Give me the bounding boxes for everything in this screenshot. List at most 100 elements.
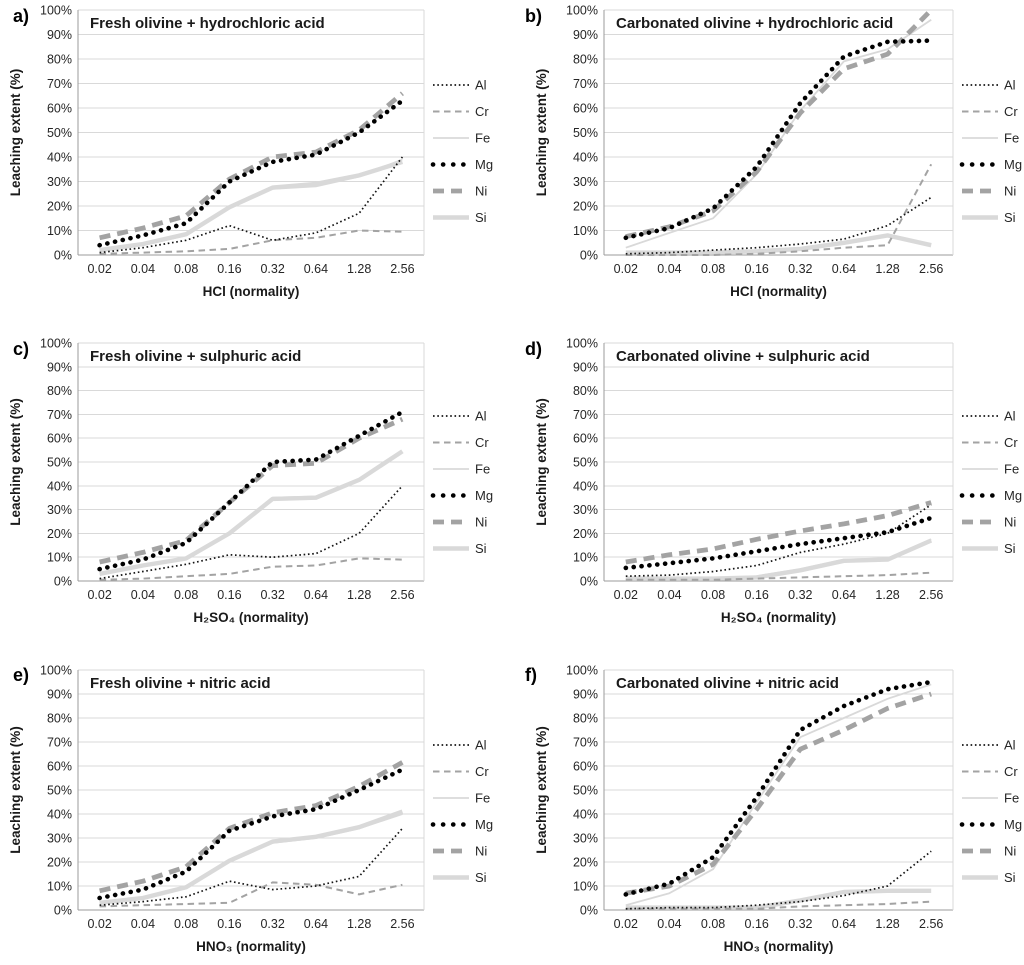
series-line-cr: [625, 900, 932, 910]
legend-label: Si: [475, 210, 487, 225]
legend-label: Al: [1004, 738, 1016, 753]
panel-letter: d): [525, 339, 542, 359]
x-tick-label: 0.04: [657, 917, 681, 931]
legend-label: Mg: [475, 157, 493, 172]
x-tick-label: 2.56: [390, 588, 414, 602]
legend-item-cr: Cr: [962, 104, 1018, 119]
x-tick-label: 2.56: [919, 917, 943, 931]
x-axis-title: HNO₃ (normality): [724, 939, 834, 954]
legend-label: Mg: [1004, 817, 1022, 832]
series-line-mg: [97, 409, 405, 572]
y-tick-label: 80%: [573, 384, 598, 398]
legend-label: Cr: [1004, 764, 1018, 779]
x-tick-label: 1.28: [875, 917, 899, 931]
legend-label: Fe: [1004, 462, 1019, 477]
series-line-cr: [99, 881, 403, 908]
y-tick-label: 20%: [573, 200, 598, 214]
legend-item-al: Al: [962, 78, 1016, 93]
chart-title: Fresh olivine + sulphuric acid: [90, 348, 301, 365]
panel-letter: e): [13, 665, 29, 685]
y-tick-label: 0%: [580, 904, 598, 918]
x-tick-label: 0.02: [614, 588, 638, 602]
x-tick-label: 0.64: [304, 262, 328, 276]
legend-label: Ni: [1004, 844, 1016, 859]
x-tick-label: 1.28: [347, 588, 371, 602]
series-line-mg: [623, 679, 934, 897]
legend-label: Si: [1004, 870, 1016, 885]
chart-f-plot: 0% 10% 20% 30% 40% 50% 60% 70% 80% 90% 100% 0.02 0.0…: [525, 664, 1022, 955]
x-tick-label: 0.04: [657, 588, 681, 602]
legend-label: Fe: [1004, 791, 1019, 806]
legend-label: Si: [475, 541, 487, 556]
x-tick-label: 1.28: [347, 917, 371, 931]
x-tick-label: 0.08: [701, 917, 725, 931]
y-tick-label: 10%: [573, 224, 598, 238]
legend-item-al: Al: [433, 78, 487, 93]
x-tick-label: 0.16: [745, 262, 769, 276]
chart-title: Carbonated olivine + sulphuric acid: [616, 348, 870, 365]
series-line-mg: [97, 98, 405, 248]
panel-letter: a): [13, 6, 29, 26]
legend-item-fe: Fe: [433, 131, 490, 146]
legend-item-fe: Fe: [962, 131, 1019, 146]
y-tick-label: 100%: [566, 337, 598, 351]
chart-title: Carbonated olivine + nitric acid: [616, 675, 839, 692]
x-tick-label: 0.08: [174, 262, 198, 276]
legend-label: Ni: [1004, 515, 1016, 530]
y-axis-title: Leaching extent (%): [534, 398, 549, 526]
y-tick-label: 40%: [573, 151, 598, 165]
y-tick-label: 90%: [47, 688, 72, 702]
y-tick-label: 50%: [573, 784, 598, 798]
x-tick-label: 0.02: [87, 588, 111, 602]
y-tick-label: 60%: [573, 760, 598, 774]
x-tick-label: 0.16: [217, 917, 241, 931]
x-tick-label: 0.08: [701, 588, 725, 602]
y-tick-label: 0%: [580, 575, 598, 589]
legend-label: Al: [1004, 409, 1016, 424]
legend-label: Mg: [475, 488, 493, 503]
series-line-ni: [625, 8, 933, 239]
series-line-cr: [99, 229, 403, 255]
series-line-fe: [99, 451, 403, 575]
x-tick-label: 0.32: [788, 262, 812, 276]
chart-c-plot: 0% 10% 20% 30% 40% 50% 60% 70% 80% 90% 100% 0.02 0.0…: [8, 337, 493, 626]
y-tick-label: 80%: [47, 384, 72, 398]
series-line-ni: [99, 760, 404, 894]
series-line-cr: [625, 571, 932, 581]
y-tick-label: 20%: [47, 856, 72, 870]
y-tick-label: 10%: [47, 880, 72, 894]
series-line-al: [99, 827, 404, 907]
y-tick-label: 40%: [47, 151, 72, 165]
y-tick-label: 10%: [47, 551, 72, 565]
y-tick-label: 80%: [573, 712, 598, 726]
chart-title: Carbonated olivine + hydrochloric acid: [616, 15, 893, 32]
x-tick-label: 0.04: [131, 262, 155, 276]
x-tick-label: 0.02: [87, 262, 111, 276]
legend-item-si: Si: [962, 210, 1016, 225]
y-tick-label: 80%: [47, 53, 72, 67]
y-tick-label: 50%: [47, 784, 72, 798]
x-axis-title: H₂SO₄ (normality): [193, 610, 308, 625]
x-tick-label: 0.08: [174, 588, 198, 602]
y-tick-label: 60%: [573, 102, 598, 116]
y-axis-title: Leaching extent (%): [534, 726, 549, 854]
legend-label: Cr: [1004, 435, 1018, 450]
y-tick-label: 30%: [573, 832, 598, 846]
x-tick-label: 0.32: [788, 588, 812, 602]
legend-label: Ni: [475, 184, 487, 199]
chart-d-plot: 0% 10% 20% 30% 40% 50% 60% 70% 80% 90% 100% 0.02 0.0…: [525, 337, 1022, 626]
y-tick-label: 90%: [47, 360, 72, 374]
y-tick-label: 0%: [580, 249, 598, 263]
legend-item-fe: Fe: [962, 462, 1019, 477]
legend-item-si: Si: [433, 870, 487, 885]
legend-item-cr: Cr: [962, 764, 1018, 779]
x-tick-label: 0.32: [260, 917, 284, 931]
legend-item-mg: Mg: [959, 817, 1022, 832]
legend-label: Mg: [1004, 488, 1022, 503]
x-axis-title: HCl (normality): [730, 284, 827, 299]
x-tick-label: 1.28: [875, 262, 899, 276]
y-tick-label: 60%: [47, 102, 72, 116]
x-tick-label: 0.64: [832, 917, 856, 931]
x-tick-label: 1.28: [875, 588, 899, 602]
